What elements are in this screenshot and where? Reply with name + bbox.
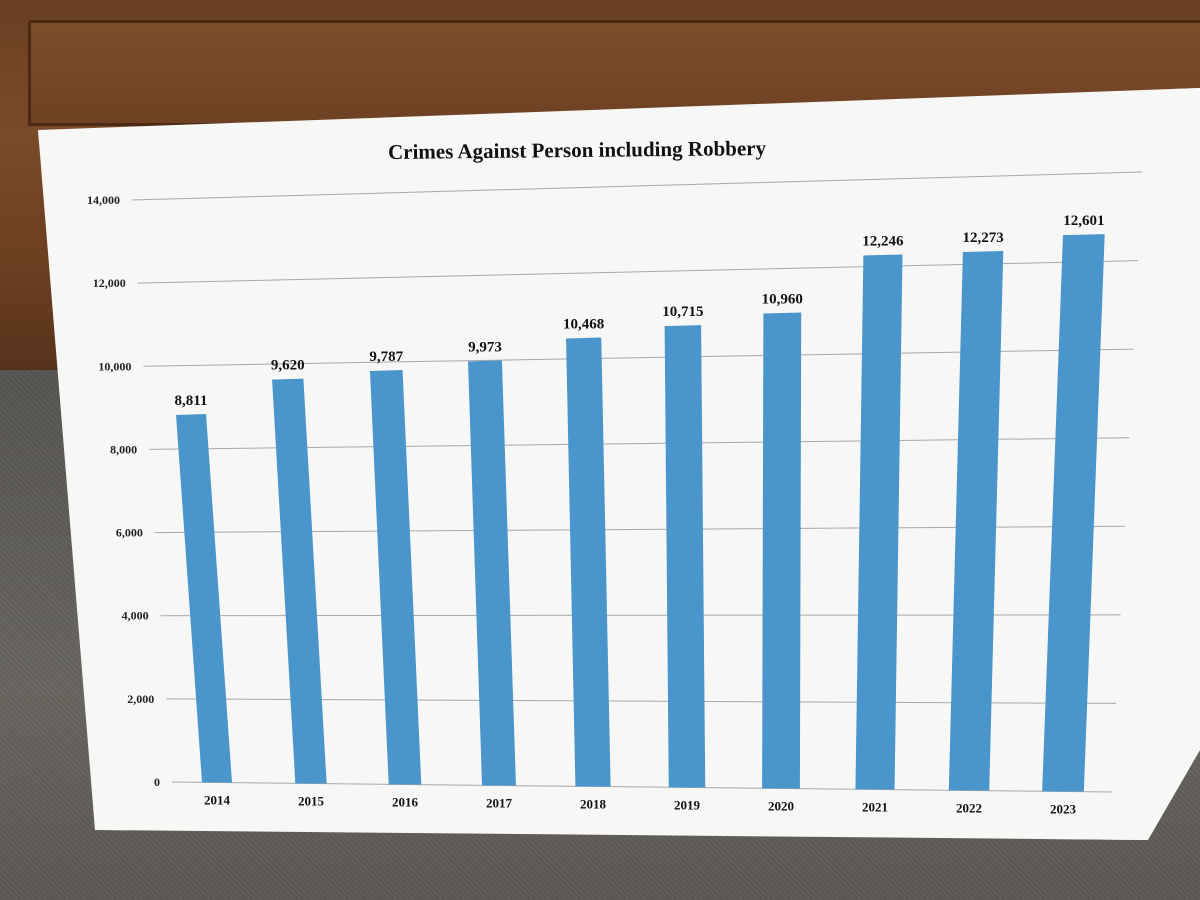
x-tick-label: 2023 xyxy=(1050,802,1077,817)
data-label: 9,787 xyxy=(369,349,403,365)
data-label: 10,715 xyxy=(662,304,703,320)
chart-title: Crimes Against Person including Robbery xyxy=(387,136,767,164)
bar xyxy=(762,312,802,789)
bar xyxy=(948,250,1004,791)
x-tick-label: 2014 xyxy=(204,793,231,808)
data-label: 9,973 xyxy=(468,339,502,355)
x-tick-label: 2015 xyxy=(298,794,325,809)
data-label: 8,811 xyxy=(175,393,208,409)
x-tick-label: 2016 xyxy=(392,795,419,810)
bar xyxy=(176,414,232,783)
y-tick-label: 6,000 xyxy=(116,526,143,540)
x-tick-label: 2021 xyxy=(862,800,888,815)
data-label: 10,960 xyxy=(762,292,803,308)
y-tick-label: 12,000 xyxy=(93,276,126,290)
x-tick-label: 2022 xyxy=(956,801,982,816)
x-tick-label: 2018 xyxy=(580,797,607,812)
data-label: 9,620 xyxy=(271,358,305,374)
gridline xyxy=(131,171,1143,201)
y-tick-label: 0 xyxy=(154,775,160,789)
x-tick-label: 2020 xyxy=(768,799,794,814)
bar xyxy=(272,378,327,784)
data-label: 12,601 xyxy=(1063,213,1104,229)
y-tick-label: 14,000 xyxy=(87,193,120,207)
bar xyxy=(566,337,611,787)
y-tick-label: 8,000 xyxy=(110,442,137,456)
data-label: 12,246 xyxy=(862,233,904,249)
data-label: 10,468 xyxy=(563,317,604,333)
bar xyxy=(664,325,706,788)
x-tick-label: 2019 xyxy=(674,798,701,813)
x-tick-label: 2017 xyxy=(486,796,513,811)
bar xyxy=(468,360,516,786)
y-tick-label: 4,000 xyxy=(122,609,149,623)
bar xyxy=(369,369,422,785)
poster-board xyxy=(38,88,1200,840)
bar xyxy=(1042,234,1105,792)
y-tick-label: 10,000 xyxy=(98,359,131,373)
data-label: 12,273 xyxy=(962,230,1003,246)
bar xyxy=(855,254,903,790)
y-tick-label: 2,000 xyxy=(127,692,154,706)
